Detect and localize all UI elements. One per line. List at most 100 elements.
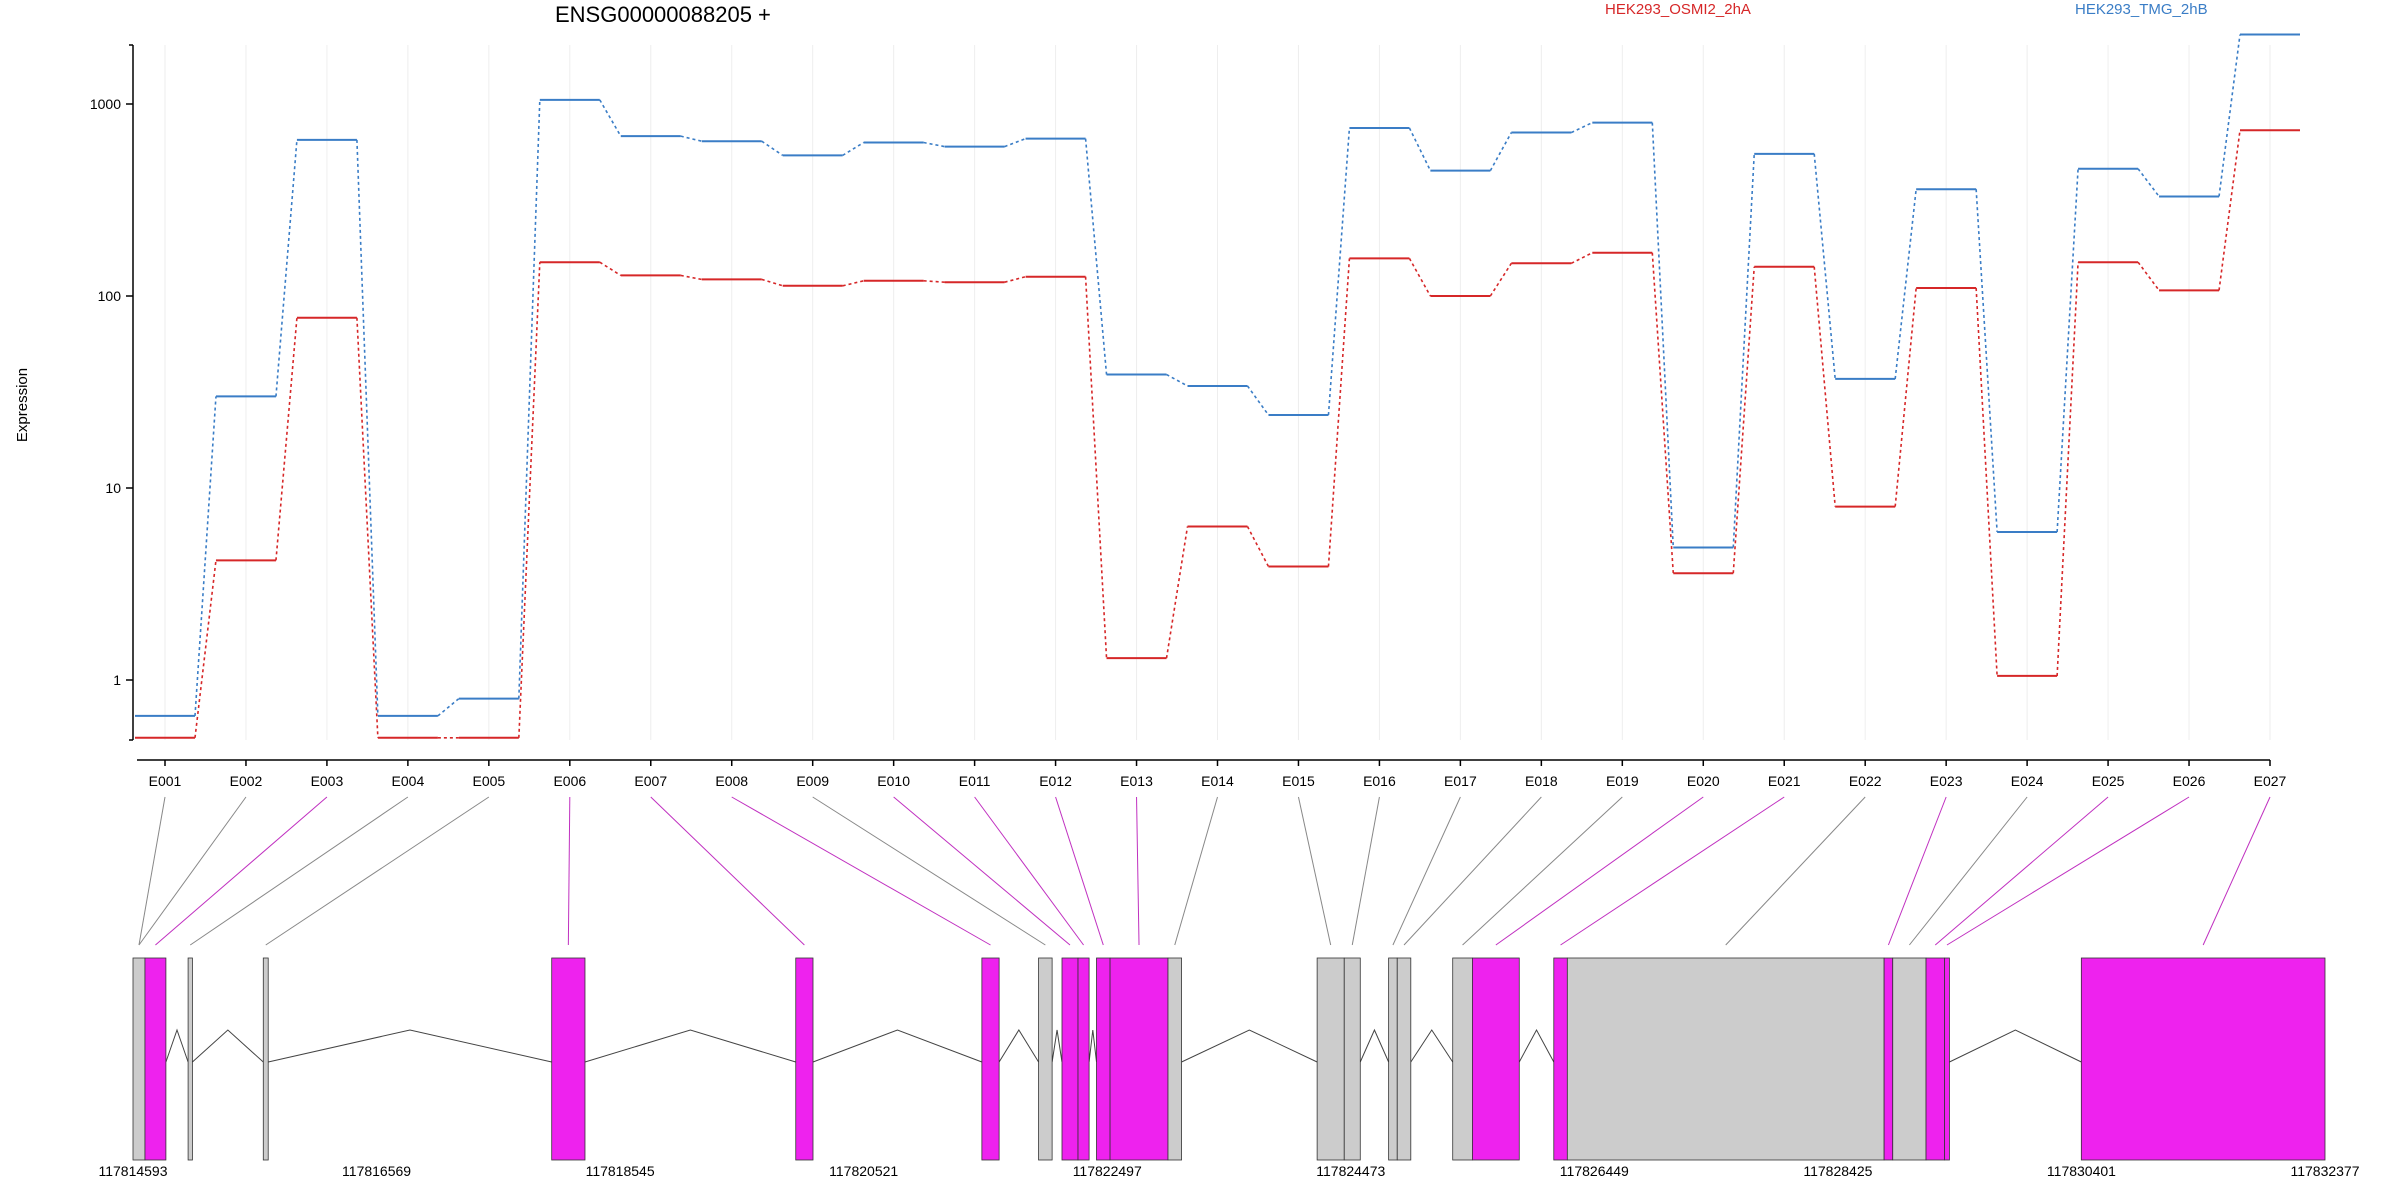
series-connector bbox=[1489, 262, 1513, 297]
exon-box bbox=[1343, 957, 1361, 1161]
exon-label: E001 bbox=[149, 773, 182, 789]
series-connector bbox=[1408, 127, 1432, 171]
axes: 1 10 100 1000 E001 E002 E003 E004 E005 E006 E007 E0… bbox=[90, 44, 2287, 789]
intron-line bbox=[1181, 1029, 1318, 1063]
exon-label: E009 bbox=[796, 773, 829, 789]
exon-label: E006 bbox=[553, 773, 586, 789]
intron-line bbox=[1088, 1029, 1097, 1063]
grid-lines bbox=[164, 45, 2271, 740]
exon-link bbox=[974, 796, 1084, 946]
intron-line bbox=[1410, 1029, 1454, 1063]
series-connector bbox=[2218, 34, 2241, 197]
series-connector bbox=[518, 262, 541, 738]
y-tick-label: 1 bbox=[113, 672, 121, 688]
exon-label: E015 bbox=[1282, 773, 1315, 789]
series-connector bbox=[1975, 288, 1998, 676]
series-connector bbox=[2056, 168, 2079, 533]
series-connector bbox=[2137, 168, 2160, 197]
exon-link bbox=[893, 796, 1071, 946]
series-connector bbox=[680, 274, 702, 281]
series-connector bbox=[1651, 252, 1675, 574]
coordinate-label: 117818545 bbox=[586, 1163, 655, 1179]
y-tick-label: 100 bbox=[98, 288, 122, 304]
exon-link bbox=[650, 796, 805, 946]
exon-label: E018 bbox=[1525, 773, 1558, 789]
exon-label: E020 bbox=[1687, 773, 1720, 789]
exon-box bbox=[262, 957, 269, 1161]
exon-label: E013 bbox=[1120, 773, 1153, 789]
intron-line bbox=[998, 1029, 1039, 1063]
exon-label: E002 bbox=[230, 773, 263, 789]
exon-link bbox=[1560, 796, 1785, 946]
series-connector bbox=[680, 135, 702, 142]
series-connector bbox=[1894, 287, 1917, 507]
exon-box bbox=[1883, 957, 1894, 1161]
series-connector bbox=[923, 279, 945, 283]
exon-link bbox=[1136, 796, 1140, 946]
intron-line bbox=[584, 1029, 796, 1063]
exon-label: E026 bbox=[2173, 773, 2206, 789]
exon-link bbox=[1725, 796, 1866, 946]
series-connector bbox=[275, 139, 298, 397]
exon-box bbox=[1038, 957, 1053, 1161]
series-connector bbox=[2137, 261, 2160, 291]
coordinate-label: 117828425 bbox=[1803, 1163, 1872, 1179]
intron-line bbox=[192, 1029, 264, 1063]
intron-line bbox=[812, 1029, 983, 1063]
exon-link bbox=[1462, 796, 1623, 946]
exon-box bbox=[132, 957, 146, 1161]
exon-label: E025 bbox=[2092, 773, 2125, 789]
series-layer bbox=[135, 33, 2300, 739]
exon-label: E027 bbox=[2254, 773, 2287, 789]
series-connector bbox=[842, 280, 864, 287]
y-axis-label: Expression bbox=[14, 368, 31, 442]
intron-line bbox=[165, 1028, 189, 1063]
series-connector bbox=[1813, 153, 1836, 379]
exon-box bbox=[1077, 957, 1090, 1161]
exon-link bbox=[1403, 796, 1542, 946]
exon-box bbox=[1316, 957, 1345, 1161]
y-tick-label: 1000 bbox=[90, 96, 121, 112]
exon-link bbox=[1174, 796, 1218, 946]
series-connector bbox=[1570, 252, 1593, 265]
exon-link bbox=[731, 796, 991, 946]
series-connector bbox=[1327, 127, 1351, 416]
exon-link bbox=[812, 796, 1046, 946]
exon-link bbox=[1297, 796, 1332, 946]
series-connector bbox=[1408, 257, 1432, 297]
series-connector bbox=[1004, 275, 1026, 283]
series-connector bbox=[194, 560, 217, 738]
exon-link bbox=[189, 796, 409, 946]
intron-line bbox=[1359, 1028, 1390, 1063]
exon-links bbox=[138, 796, 2271, 946]
exon-link bbox=[155, 796, 328, 946]
series-connector bbox=[1651, 122, 1675, 548]
exon-box bbox=[1388, 957, 1398, 1161]
series-connector bbox=[1327, 258, 1351, 567]
intron-line bbox=[268, 1029, 552, 1063]
exon-label: E005 bbox=[472, 773, 505, 789]
series-2-line bbox=[135, 33, 2300, 717]
series-connector bbox=[518, 99, 541, 699]
series-1-line bbox=[135, 129, 2300, 739]
exon-link bbox=[1887, 796, 1947, 946]
series-connector bbox=[1732, 266, 1756, 574]
series-connector bbox=[2056, 262, 2079, 676]
exon-label: E004 bbox=[392, 773, 425, 789]
series-connector bbox=[842, 141, 865, 157]
exon-label: E003 bbox=[311, 773, 344, 789]
series-connector bbox=[1246, 385, 1270, 416]
exon-label: E019 bbox=[1606, 773, 1639, 789]
exon-label: E022 bbox=[1849, 773, 1882, 789]
exon-box bbox=[1096, 957, 1111, 1161]
exon-label: E008 bbox=[715, 773, 748, 789]
coordinate-label: 117832377 bbox=[2290, 1163, 2359, 1179]
exon-box bbox=[2080, 957, 2326, 1161]
exon-box bbox=[981, 957, 1000, 1161]
exon-box bbox=[1472, 957, 1520, 1161]
exon-link bbox=[2202, 796, 2271, 946]
exon-label: E024 bbox=[2011, 773, 2044, 789]
legend-series-2: HEK293_TMG_2hB bbox=[2075, 1, 2208, 18]
exon-link bbox=[138, 796, 166, 946]
series-connector bbox=[2218, 130, 2241, 291]
